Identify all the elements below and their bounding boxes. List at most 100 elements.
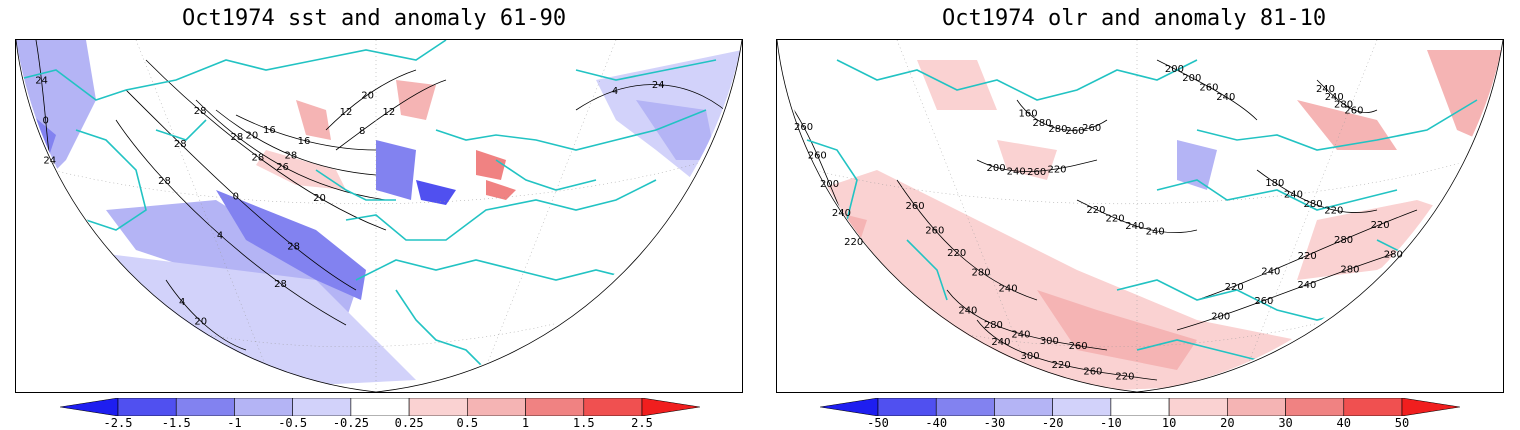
contour-label: 220 xyxy=(1052,360,1071,371)
contour-label: 28 xyxy=(274,279,287,290)
anomaly-region xyxy=(486,180,516,200)
contour-label: 16 xyxy=(263,125,276,136)
colorbar-tick-label: -30 xyxy=(983,416,1006,430)
contour-label: 300 xyxy=(1021,351,1040,362)
contour-line xyxy=(976,159,1098,172)
contour-label: 20 xyxy=(194,317,207,328)
colorbar-tick-label: -0.5 xyxy=(278,416,308,430)
colorbar-arrow-low xyxy=(820,398,879,416)
contour-label: 260 xyxy=(1083,366,1102,377)
contour-label: 240 xyxy=(1325,92,1344,103)
contour-line xyxy=(145,59,387,231)
contour-label: 260 xyxy=(794,122,813,133)
contour-line xyxy=(1256,169,1378,213)
contour-label: 220 xyxy=(1225,282,1244,293)
contour-line xyxy=(1016,99,1108,131)
anomaly-region xyxy=(1177,140,1217,190)
colorbar-tick-label: -1 xyxy=(227,416,242,430)
sst-anomaly-map: 24 28 28 28 28 20 16 12 8 4 4 0 4 0 28 26 28 16 20 12 24 20 24… xyxy=(15,39,743,393)
contour-label: 0 xyxy=(42,116,48,127)
olr-anomaly-map: 260 260 240 240 220 200 160 200 180 220 200 240 260 2… xyxy=(776,39,1504,393)
contour-label: 20 xyxy=(313,193,326,204)
contour-label: 260 xyxy=(1199,82,1218,93)
contour-line xyxy=(575,84,737,121)
contour-label: 4 xyxy=(612,86,618,97)
contour-label: 24 xyxy=(43,156,56,167)
colorbar-tick-label: 40 xyxy=(1336,416,1351,430)
anomaly-region xyxy=(256,150,346,190)
contour-label: 220 xyxy=(1086,205,1105,216)
colorbar-tick-label: 0.25 xyxy=(394,416,424,430)
colorbar-box xyxy=(994,398,1053,416)
contour-label: 240 xyxy=(1316,84,1335,95)
contour-label: 28 xyxy=(194,106,207,117)
colorbar-tick-label: 0.5 xyxy=(456,416,479,430)
colorbar-tick-label: 1.5 xyxy=(572,416,595,430)
contour-line xyxy=(946,289,1108,351)
contour-label: 280 xyxy=(1048,124,1067,135)
right-panel-title: Oct1974 olr and anomaly 81-10 xyxy=(942,6,1327,31)
contour-label: 28 xyxy=(287,242,300,253)
contour-label: 280 xyxy=(972,268,991,279)
contour-label: 220 xyxy=(1115,371,1134,382)
contour-label: 28 xyxy=(285,151,298,162)
colorbar-arrow-high xyxy=(641,398,700,416)
contour-label: 28 xyxy=(158,176,171,187)
colorbar-box xyxy=(1285,398,1345,416)
contour-label: 280 xyxy=(1334,99,1353,110)
contour-label: 260 xyxy=(1344,105,1363,116)
colorbar-tick-label: -40 xyxy=(925,416,948,430)
contour-label: 280 xyxy=(1334,235,1353,246)
anomaly-region xyxy=(376,140,416,200)
colorbar-tick-label: 50 xyxy=(1394,416,1410,430)
colorbar-box xyxy=(935,398,995,416)
colorbar-arrow-low xyxy=(60,398,119,416)
colorbar-tick-label: -50 xyxy=(867,416,889,430)
colorbar-box xyxy=(525,398,585,416)
colorbar-box xyxy=(1168,398,1228,416)
contour-labels: 2602602402402202001602001802202002402602… xyxy=(794,64,1403,382)
contour-line xyxy=(1076,199,1198,234)
anomaly-region xyxy=(997,140,1057,180)
olr-colorbar-ticks: -50 -40 -30 -20 -10 10 20 30 40 50 xyxy=(760,416,1520,430)
contour-label: 200 xyxy=(1182,73,1201,84)
colorbar-box xyxy=(350,398,410,416)
contour-label: 240 xyxy=(1261,267,1280,278)
colorbar-tick-label: -1.5 xyxy=(161,416,191,430)
contour-label: 220 xyxy=(1298,251,1317,262)
contour-label: 240 xyxy=(832,208,851,219)
anomaly-region xyxy=(76,250,416,385)
coastline-layer xyxy=(16,40,717,381)
contour-label: 180 xyxy=(1265,178,1284,189)
contour-label: 300 xyxy=(1040,336,1059,347)
contour-label: 28 xyxy=(251,152,264,163)
contour-label: 280 xyxy=(1340,264,1359,275)
contour-label: 160 xyxy=(1019,108,1038,119)
contour-line xyxy=(976,319,1158,381)
anomaly-region xyxy=(396,80,436,120)
contour-label: 220 xyxy=(844,237,863,248)
contour-label: 240 xyxy=(1297,280,1316,291)
colorbar-box xyxy=(1110,398,1170,416)
contour-label: 220 xyxy=(1324,206,1343,217)
contour-label: 240 xyxy=(1284,189,1303,200)
colorbar-box xyxy=(117,398,177,416)
contour-line xyxy=(1196,209,1418,301)
contour-label: 16 xyxy=(298,136,311,147)
contour-label: 240 xyxy=(1007,167,1026,178)
colorbar-box xyxy=(175,398,235,416)
contour-line xyxy=(335,79,447,151)
contour-label: 280 xyxy=(1032,118,1051,129)
contour-label: 200 xyxy=(987,163,1006,174)
contour-label: 8 xyxy=(359,126,365,137)
colorbar-box xyxy=(1227,398,1286,416)
anomaly-region xyxy=(1297,100,1397,150)
colorbar-box xyxy=(234,398,293,416)
contour-label: 4 xyxy=(179,297,185,308)
contour-line xyxy=(1316,79,1378,113)
colorbar-tick-label: 20 xyxy=(1220,416,1235,430)
contour-label: 260 xyxy=(1082,123,1101,134)
contour-label: 240 xyxy=(1011,329,1030,340)
contour-label: 240 xyxy=(991,337,1010,348)
contour-label: 28 xyxy=(231,132,244,143)
